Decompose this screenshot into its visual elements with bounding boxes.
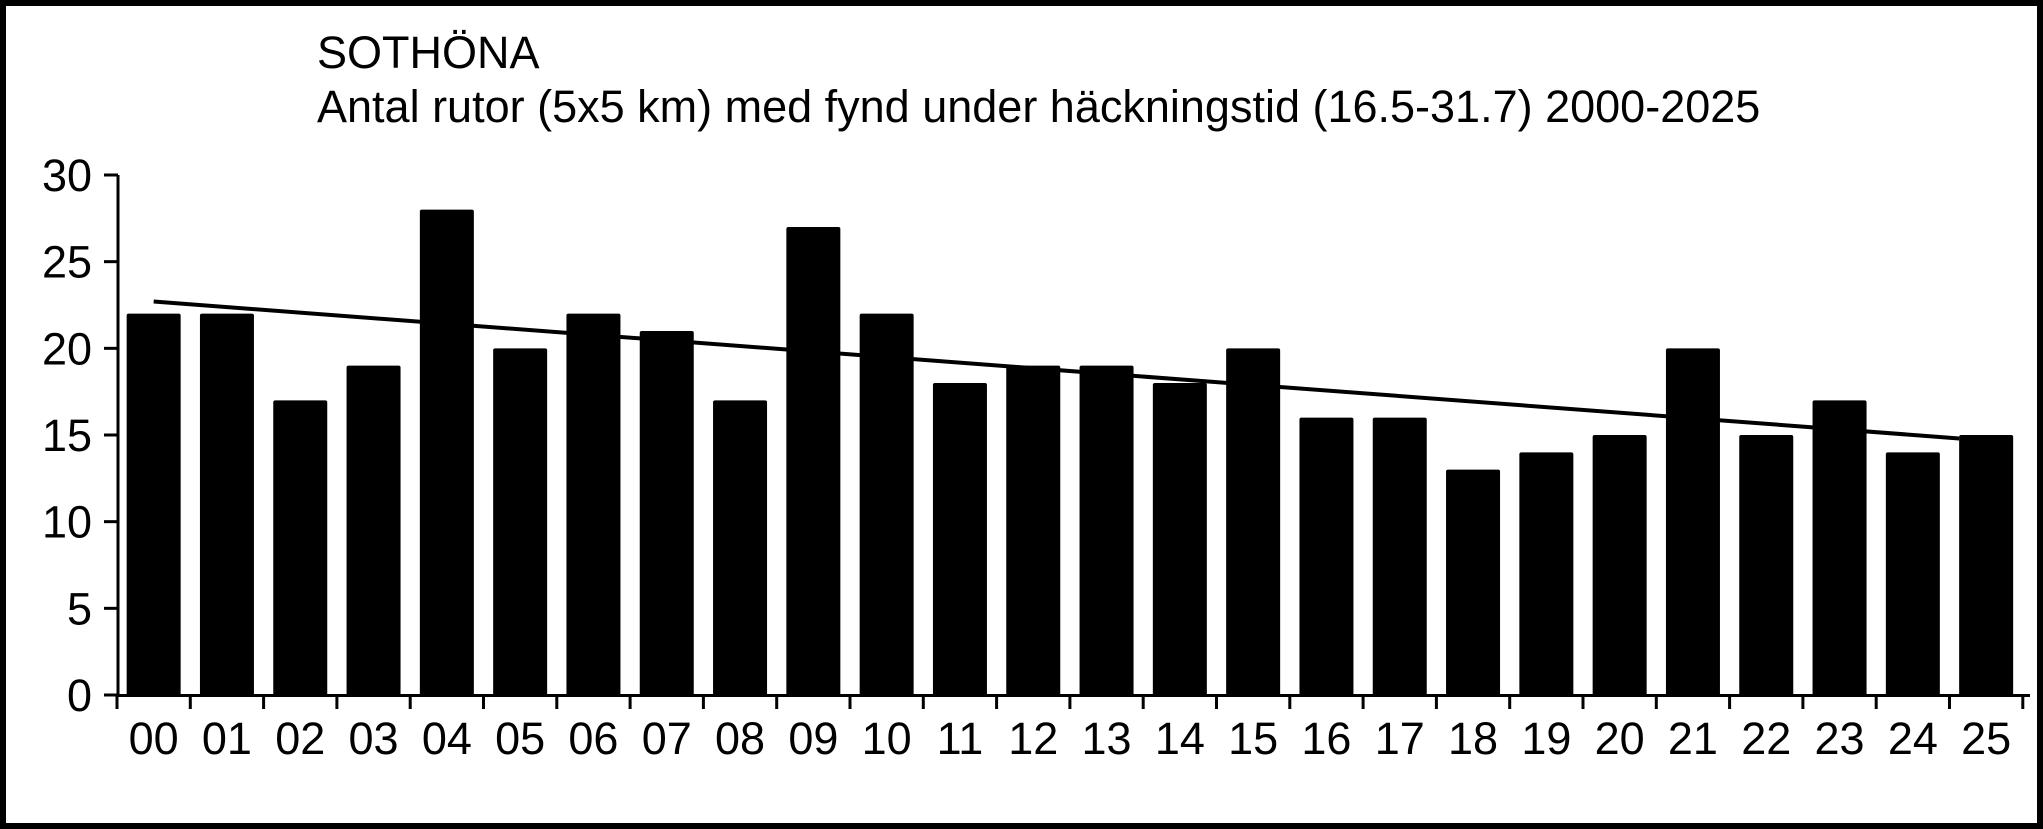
bar-11 <box>932 383 987 696</box>
x-tick-label: 02 <box>275 713 325 764</box>
x-tick-label: 14 <box>1155 713 1205 764</box>
bar-17 <box>1372 417 1427 696</box>
bar-01 <box>199 313 254 696</box>
bar-15 <box>1226 348 1281 696</box>
bar-09 <box>786 227 841 696</box>
bar-06 <box>566 313 621 696</box>
x-tick-label: 09 <box>788 713 838 764</box>
x-tick-label: 16 <box>1301 713 1351 764</box>
bar-13 <box>1079 365 1134 696</box>
bar-22 <box>1739 435 1794 696</box>
x-tick-label: 06 <box>568 713 618 764</box>
x-tick-label: 21 <box>1668 713 1718 764</box>
x-tick-label: 12 <box>1008 713 1058 764</box>
bar-24 <box>1885 452 1940 696</box>
bar-23 <box>1812 400 1867 696</box>
bar-08 <box>713 400 768 696</box>
bar-05 <box>493 348 548 696</box>
bar-19 <box>1519 452 1574 696</box>
bar-03 <box>346 365 401 696</box>
bar-25 <box>1959 435 2014 696</box>
y-tick-label: 0 <box>67 670 92 721</box>
x-tick-label: 11 <box>937 713 984 764</box>
bar-16 <box>1299 417 1354 696</box>
x-tick-label: 15 <box>1228 713 1278 764</box>
x-tick-label: 22 <box>1741 713 1791 764</box>
chart-title: SOTHÖNA <box>317 27 540 78</box>
bar-21 <box>1665 348 1720 696</box>
x-tick-label: 17 <box>1375 713 1425 764</box>
y-tick-label: 15 <box>42 410 92 461</box>
x-tick-label: 07 <box>642 713 692 764</box>
x-tick-label: 18 <box>1448 713 1498 764</box>
x-tick-label: 24 <box>1888 713 1938 764</box>
bar-20 <box>1592 435 1647 696</box>
chart-title-block: SOTHÖNA Antal rutor (5x5 km) med fynd un… <box>317 26 1760 134</box>
bar-18 <box>1446 469 1501 696</box>
bar-12 <box>1006 365 1061 696</box>
x-tick-label: 01 <box>202 713 252 764</box>
bar-04 <box>419 209 474 696</box>
x-tick-label: 13 <box>1082 713 1132 764</box>
x-tick-label: 05 <box>495 713 545 764</box>
trend-line <box>153 299 1960 441</box>
y-tick-label: 30 <box>42 150 92 201</box>
y-tick-label: 25 <box>42 237 92 288</box>
y-tick-label: 20 <box>42 323 92 374</box>
x-tick-label: 23 <box>1815 713 1865 764</box>
x-tick-label: 04 <box>422 713 472 764</box>
x-tick-label: 03 <box>349 713 399 764</box>
x-tick-label: 25 <box>1961 713 2011 764</box>
y-tick-label: 10 <box>42 497 92 548</box>
bar-07 <box>639 331 694 696</box>
bar-02 <box>273 400 328 696</box>
x-tick-label: 10 <box>862 713 912 764</box>
bar-00 <box>126 313 181 696</box>
bar-14 <box>1152 383 1207 696</box>
x-tick-label: 08 <box>715 713 765 764</box>
bar-10 <box>859 313 914 696</box>
chart-subtitle: Antal rutor (5x5 km) med fynd under häck… <box>317 81 1761 132</box>
x-tick-label: 20 <box>1595 713 1645 764</box>
x-tick-label: 00 <box>129 713 179 764</box>
y-tick-label: 5 <box>67 583 92 634</box>
x-tick-label: 19 <box>1521 713 1571 764</box>
